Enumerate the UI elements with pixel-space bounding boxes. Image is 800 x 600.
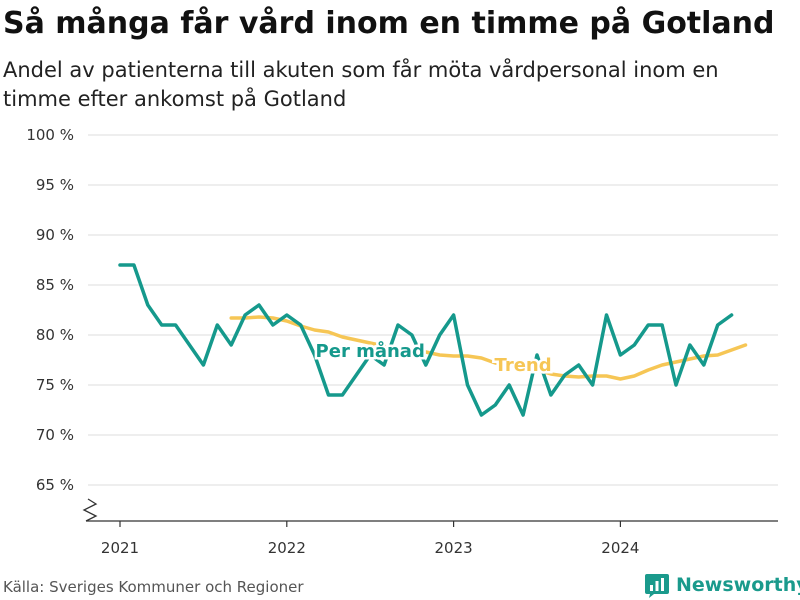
series-line-trend	[229, 315, 748, 381]
data-point-trend	[340, 335, 344, 339]
data-point-trend	[632, 374, 636, 378]
data-point-per-manad	[340, 393, 344, 397]
data-point-per-manad	[354, 373, 358, 377]
axis-break-icon	[82, 498, 98, 522]
data-point-trend	[605, 374, 609, 378]
data-point-per-manad	[410, 333, 414, 337]
y-tick-label: 65 %	[36, 476, 74, 494]
data-point-trend	[271, 316, 275, 320]
data-point-trend	[243, 316, 247, 320]
y-tick-label: 70 %	[36, 426, 74, 444]
data-point-per-manad	[229, 343, 233, 347]
data-point-per-manad	[660, 323, 664, 327]
data-point-per-manad	[646, 323, 650, 327]
data-point-per-manad	[424, 363, 428, 367]
data-point-trend	[299, 324, 303, 328]
brand-logo: Newsworthy	[644, 570, 800, 600]
newsworthy-logo-icon	[645, 574, 669, 598]
data-point-per-manad	[618, 353, 622, 357]
data-point-per-manad	[118, 263, 122, 267]
data-point-per-manad	[549, 393, 553, 397]
data-point-trend	[591, 374, 595, 378]
data-point-trend	[660, 363, 664, 367]
y-tick-label: 95 %	[36, 176, 74, 194]
data-point-per-manad	[479, 413, 483, 417]
x-tick-label: 2024	[601, 539, 639, 557]
data-point-per-manad	[605, 313, 609, 317]
data-point-per-manad	[730, 313, 734, 317]
brand-name: Newsworthy	[676, 574, 800, 596]
data-point-trend	[688, 357, 692, 361]
data-point-per-manad	[521, 413, 525, 417]
y-tick-label: 80 %	[36, 326, 74, 344]
data-point-trend	[229, 316, 233, 320]
data-point-per-manad	[327, 393, 331, 397]
y-tick-label: 75 %	[36, 376, 74, 394]
chart-subtitle: Andel av patienterna till akuten som får…	[3, 58, 719, 111]
data-point-trend	[674, 360, 678, 364]
data-point-per-manad	[271, 323, 275, 327]
series-label-per-manad: Per månad	[316, 340, 425, 362]
chart-title: Så många får vård inom en timme på Gotla…	[3, 6, 775, 41]
data-point-per-manad	[215, 323, 219, 327]
data-point-per-manad	[160, 323, 164, 327]
data-point-per-manad	[702, 363, 706, 367]
data-point-trend	[744, 343, 748, 347]
data-point-per-manad	[438, 333, 442, 337]
source-note: Källa: Sveriges Kommuner och Regioner	[3, 578, 304, 596]
series-label-trend: Trend	[495, 355, 552, 376]
data-point-trend	[438, 353, 442, 357]
data-point-trend	[327, 330, 331, 334]
y-tick-label: 85 %	[36, 276, 74, 294]
data-point-per-manad	[716, 323, 720, 327]
data-point-per-manad	[688, 343, 692, 347]
x-tick-label: 2023	[435, 539, 473, 557]
data-point-trend	[563, 374, 567, 378]
data-point-per-manad	[188, 343, 192, 347]
x-tick-label: 2021	[101, 539, 139, 557]
data-point-trend	[452, 354, 456, 358]
y-tick-label: 100 %	[26, 126, 74, 144]
data-point-per-manad	[146, 303, 150, 307]
data-point-per-manad	[132, 263, 136, 267]
data-point-trend	[702, 354, 706, 358]
y-tick-label: 90 %	[36, 226, 74, 244]
data-point-trend	[313, 328, 317, 332]
data-point-per-manad	[174, 323, 178, 327]
data-point-per-manad	[493, 403, 497, 407]
data-point-per-manad	[674, 383, 678, 387]
data-point-trend	[285, 319, 289, 323]
data-point-per-manad	[257, 303, 261, 307]
data-point-trend	[618, 377, 622, 381]
data-point-trend	[716, 353, 720, 357]
series-line-per-manad	[118, 263, 734, 417]
x-tick-label: 2022	[268, 539, 306, 557]
data-point-trend	[577, 375, 581, 379]
data-point-trend	[257, 315, 261, 319]
data-point-per-manad	[507, 383, 511, 387]
data-point-per-manad	[396, 323, 400, 327]
data-point-per-manad	[577, 363, 581, 367]
data-point-per-manad	[466, 383, 470, 387]
data-point-per-manad	[632, 343, 636, 347]
data-point-per-manad	[382, 363, 386, 367]
data-point-trend	[730, 348, 734, 352]
data-point-per-manad	[285, 313, 289, 317]
data-point-per-manad	[452, 313, 456, 317]
data-point-trend	[466, 354, 470, 358]
data-point-per-manad	[591, 383, 595, 387]
data-point-trend	[646, 368, 650, 372]
data-point-trend	[479, 356, 483, 360]
data-point-per-manad	[201, 363, 205, 367]
